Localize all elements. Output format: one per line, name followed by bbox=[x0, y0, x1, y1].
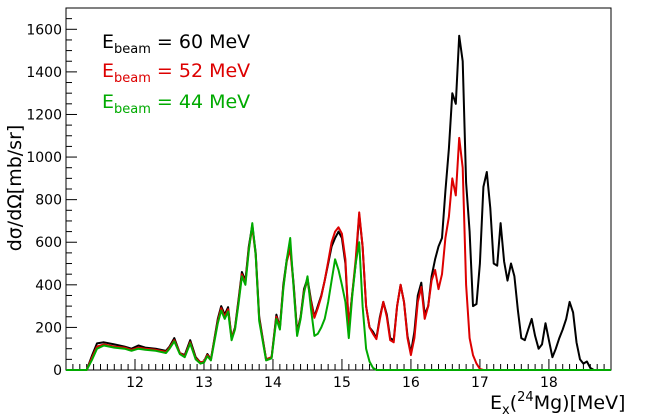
x-tick-label: 12 bbox=[126, 375, 144, 391]
x-axis-title-main: E bbox=[490, 392, 502, 414]
y-tick-label: 600 bbox=[35, 235, 62, 251]
y-tick-label: 200 bbox=[35, 320, 62, 336]
plot-frame bbox=[65, 7, 612, 371]
legend-entry-44: Ebeam = 44 MeV bbox=[102, 91, 250, 117]
x-axis-title-sub: x bbox=[502, 403, 510, 418]
y-tick-label: 1600 bbox=[26, 22, 62, 38]
x-axis-title: Ex(24Mg)[MeV] bbox=[490, 390, 625, 418]
x-tick-label: 16 bbox=[402, 375, 420, 391]
series-line-44mev bbox=[66, 222, 611, 371]
x-axis-title-tail: )[MeV] bbox=[562, 392, 625, 414]
x-axis-title-element: Mg bbox=[534, 392, 562, 414]
y-axis: 0 200 400 600 800 1000 1200 1400 1600 bbox=[26, 7, 77, 379]
x-tick-label: 15 bbox=[333, 375, 351, 391]
x-tick-label: 13 bbox=[195, 375, 213, 391]
y-tick-label: 1200 bbox=[26, 107, 62, 123]
y-tick-label: 800 bbox=[35, 193, 62, 209]
series-layer bbox=[66, 34, 611, 371]
x-tick-label: 18 bbox=[540, 375, 558, 391]
x-axis: 12 13 14 15 16 17 18 bbox=[72, 359, 605, 391]
x-tick-label: 17 bbox=[471, 375, 489, 391]
y-tick-label: 0 bbox=[53, 363, 62, 379]
x-tick-label: 14 bbox=[264, 375, 282, 391]
y-tick-label: 400 bbox=[35, 278, 62, 294]
x-axis-title-open: ( bbox=[510, 392, 517, 414]
legend-entry-60: Ebeam = 60 MeV bbox=[102, 31, 250, 57]
y-tick-label: 1000 bbox=[26, 150, 62, 166]
x-axis-title-sup: 24 bbox=[517, 390, 534, 405]
legend-entry-52: Ebeam = 52 MeV bbox=[102, 60, 250, 86]
y-axis-title: dσ/dΩ[mb/sr] bbox=[4, 125, 26, 252]
series-line-52mev bbox=[66, 136, 611, 371]
y-tick-label: 1400 bbox=[26, 65, 62, 81]
